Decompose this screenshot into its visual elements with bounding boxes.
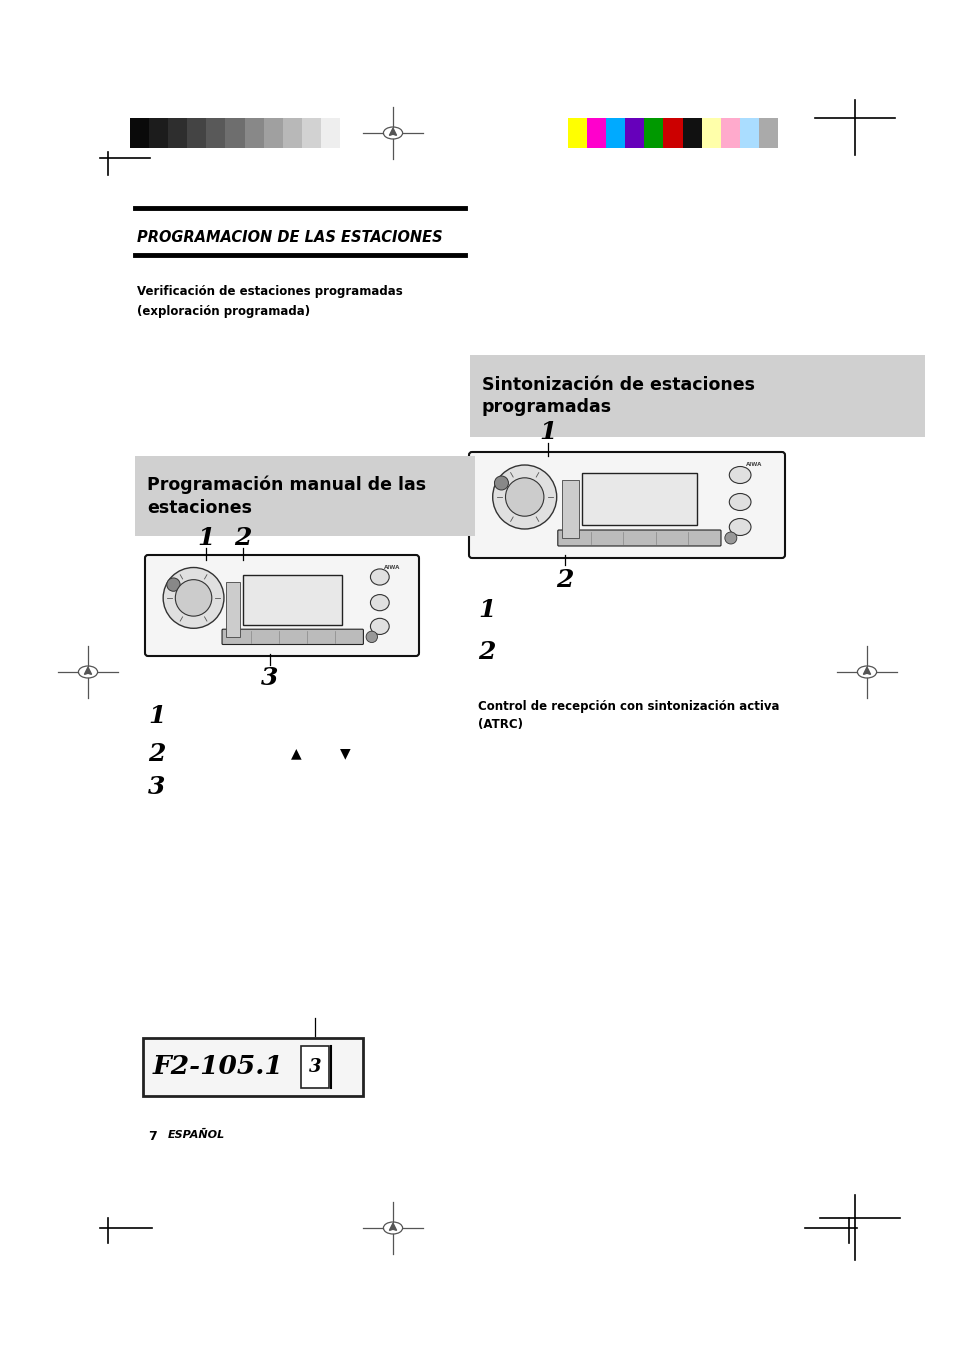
Text: Sintonización de estaciones
programadas: Sintonización de estaciones programadas xyxy=(481,376,754,416)
Bar xyxy=(263,118,283,149)
Text: 2: 2 xyxy=(234,526,252,550)
FancyBboxPatch shape xyxy=(222,630,363,644)
Text: 1: 1 xyxy=(538,420,557,444)
Text: (exploración programada): (exploración programada) xyxy=(137,305,310,317)
Bar xyxy=(759,118,778,149)
Text: AIWA: AIWA xyxy=(383,565,399,570)
Ellipse shape xyxy=(370,594,389,611)
Circle shape xyxy=(175,580,212,616)
Bar xyxy=(320,118,340,149)
Text: 2: 2 xyxy=(556,567,573,592)
FancyBboxPatch shape xyxy=(558,530,720,546)
Text: Control de recepción con sintonización activa: Control de recepción con sintonización a… xyxy=(477,700,779,713)
Text: 3: 3 xyxy=(261,666,278,690)
Bar xyxy=(301,1046,329,1088)
Bar xyxy=(168,118,188,149)
Bar xyxy=(206,118,226,149)
Circle shape xyxy=(505,478,543,516)
Bar xyxy=(720,118,740,149)
Text: 7: 7 xyxy=(148,1129,156,1143)
Text: 1: 1 xyxy=(148,704,165,728)
Circle shape xyxy=(167,578,180,592)
Ellipse shape xyxy=(370,569,389,585)
Bar xyxy=(470,355,924,436)
Ellipse shape xyxy=(370,619,389,635)
Bar xyxy=(624,118,644,149)
Polygon shape xyxy=(862,667,870,674)
Text: 2: 2 xyxy=(477,640,495,663)
Circle shape xyxy=(724,532,736,544)
Polygon shape xyxy=(389,1223,396,1231)
Text: F2-105.1: F2-105.1 xyxy=(152,1055,283,1079)
Polygon shape xyxy=(84,667,91,674)
Bar xyxy=(143,1038,363,1096)
Bar xyxy=(581,473,696,526)
Bar xyxy=(243,576,342,624)
Bar xyxy=(301,118,321,149)
Text: 2: 2 xyxy=(148,742,165,766)
Bar xyxy=(561,480,578,538)
Bar xyxy=(130,118,150,149)
Ellipse shape xyxy=(728,466,750,484)
Bar xyxy=(643,118,663,149)
Ellipse shape xyxy=(728,519,750,535)
Bar xyxy=(700,118,720,149)
Ellipse shape xyxy=(728,493,750,511)
FancyBboxPatch shape xyxy=(469,453,784,558)
Bar xyxy=(149,118,169,149)
Text: 3: 3 xyxy=(309,1058,321,1075)
Text: PROGRAMACION DE LAS ESTACIONES: PROGRAMACION DE LAS ESTACIONES xyxy=(137,231,442,246)
Bar xyxy=(739,118,759,149)
Circle shape xyxy=(163,567,224,628)
Text: (ATRC): (ATRC) xyxy=(477,717,522,731)
Circle shape xyxy=(366,631,377,643)
Text: 1: 1 xyxy=(477,598,495,621)
Bar xyxy=(681,118,701,149)
Bar xyxy=(586,118,606,149)
Circle shape xyxy=(492,465,557,530)
Circle shape xyxy=(494,476,508,490)
Text: ESPAÑOL: ESPAÑOL xyxy=(168,1129,225,1140)
Polygon shape xyxy=(389,128,396,135)
Bar xyxy=(567,118,587,149)
Bar xyxy=(226,582,240,636)
Bar xyxy=(187,118,207,149)
Text: 1: 1 xyxy=(197,526,214,550)
Text: Verificación de estaciones programadas: Verificación de estaciones programadas xyxy=(137,285,402,299)
FancyBboxPatch shape xyxy=(145,555,418,657)
Bar xyxy=(605,118,625,149)
Bar xyxy=(225,118,245,149)
Text: Programación manual de las
estaciones: Programación manual de las estaciones xyxy=(147,476,426,516)
Text: ▼: ▼ xyxy=(339,746,350,761)
Bar xyxy=(282,118,302,149)
Text: AIWA: AIWA xyxy=(745,462,761,467)
Text: 3: 3 xyxy=(148,775,165,798)
Text: ▲: ▲ xyxy=(291,746,301,761)
Bar xyxy=(244,118,264,149)
Bar xyxy=(662,118,682,149)
Bar xyxy=(135,457,475,536)
